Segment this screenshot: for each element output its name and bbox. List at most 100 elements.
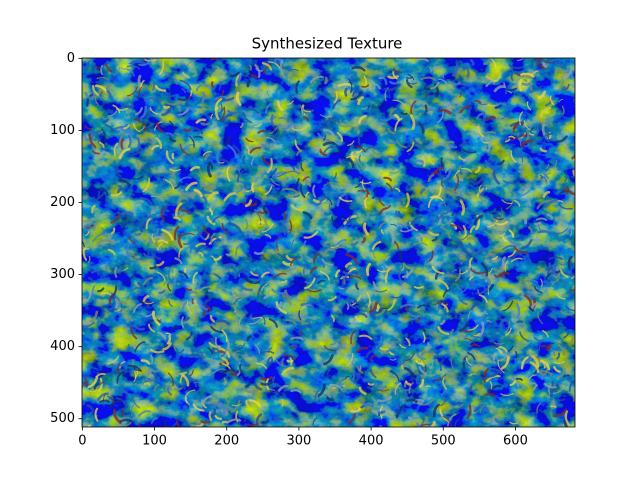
brush-stroke — [120, 66, 127, 71]
brush-stroke — [196, 297, 208, 311]
brush-stroke — [117, 187, 123, 194]
brush-stroke — [281, 398, 284, 407]
brush-stroke — [371, 147, 380, 156]
brush-stroke — [134, 341, 146, 353]
brush-stroke — [387, 127, 396, 135]
brush-stroke — [504, 138, 511, 143]
brush-stroke — [139, 125, 146, 132]
brush-stroke — [128, 235, 136, 245]
brush-stroke — [540, 371, 547, 375]
brush-stroke — [542, 132, 553, 145]
brush-stroke — [232, 304, 246, 317]
brush-stroke — [484, 159, 497, 170]
brush-stroke — [134, 369, 138, 379]
brush-stroke — [278, 63, 288, 69]
brush-stroke — [167, 372, 174, 387]
brush-stroke — [430, 421, 436, 427]
brush-stroke — [390, 223, 398, 227]
brush-stroke — [221, 368, 236, 375]
axes-frame — [81, 57, 576, 428]
brush-stroke — [389, 107, 398, 116]
brush-stroke — [263, 63, 272, 75]
brush-stroke — [544, 163, 550, 170]
brush-stroke — [516, 58, 525, 61]
brush-stroke — [477, 125, 485, 138]
brush-stroke — [539, 106, 551, 118]
brush-stroke — [380, 229, 385, 235]
brush-stroke — [195, 242, 206, 248]
brush-stroke — [167, 282, 172, 292]
brush-stroke — [375, 289, 388, 293]
brush-stroke — [200, 395, 213, 406]
brush-stroke — [299, 184, 306, 198]
brush-stroke — [285, 319, 297, 326]
brush-stroke — [474, 99, 482, 104]
brush-stroke — [121, 371, 125, 377]
brush-stroke — [559, 269, 569, 278]
brush-stroke — [493, 300, 502, 306]
brush-stroke — [120, 211, 134, 216]
brush-stroke — [90, 266, 98, 274]
brush-stroke — [172, 76, 178, 85]
brush-stroke — [225, 252, 234, 256]
brush-stroke — [369, 100, 372, 110]
brush-stroke — [97, 86, 110, 92]
brush-stroke — [206, 161, 212, 178]
brush-stroke — [299, 420, 309, 423]
brush-stroke — [143, 382, 151, 386]
brush-stroke — [388, 88, 391, 97]
brush-stroke — [438, 279, 450, 291]
brush-stroke — [367, 382, 375, 386]
brush-stroke — [338, 378, 346, 387]
brush-stroke — [351, 362, 354, 369]
brush-stroke — [185, 287, 193, 291]
brush-stroke — [284, 211, 291, 223]
brush-stroke — [285, 71, 290, 86]
brush-stroke — [102, 393, 107, 408]
brush-stroke — [504, 320, 511, 334]
brush-stroke — [378, 389, 390, 392]
brush-stroke — [253, 123, 263, 128]
brush-stroke — [357, 189, 371, 195]
brush-stroke — [501, 256, 507, 269]
brush-stroke — [193, 188, 203, 198]
brush-stroke — [317, 279, 326, 284]
brush-stroke — [548, 306, 556, 309]
brush-stroke — [148, 323, 156, 333]
brush-stroke — [545, 199, 558, 208]
brush-stroke — [470, 303, 480, 311]
brush-stroke — [561, 293, 569, 298]
brush-stroke — [191, 298, 194, 305]
brush-stroke — [143, 96, 158, 102]
brush-stroke — [260, 271, 270, 278]
brush-stroke — [453, 176, 460, 192]
brush-stroke — [195, 118, 207, 124]
brush-stroke — [481, 140, 489, 144]
brush-stroke — [147, 377, 154, 382]
brush-stroke — [486, 369, 502, 378]
brush-stroke — [531, 355, 540, 369]
brush-stroke — [257, 283, 266, 298]
brush-stroke — [252, 278, 261, 285]
brush-stroke — [350, 90, 363, 101]
brush-stroke — [169, 137, 176, 143]
brush-stroke — [515, 377, 523, 381]
brush-stroke — [467, 324, 479, 331]
brush-stroke — [318, 148, 327, 157]
brush-stroke — [263, 289, 271, 299]
brush-stroke — [212, 216, 220, 224]
brush-stroke — [210, 81, 215, 89]
brush-stroke — [441, 374, 447, 381]
brush-stroke — [357, 312, 368, 318]
brush-stroke — [361, 84, 370, 88]
brush-stroke — [174, 257, 183, 265]
brush-stroke — [510, 257, 523, 263]
brush-stroke — [187, 353, 201, 358]
brush-stroke — [323, 145, 335, 154]
brush-stroke — [158, 60, 164, 75]
brush-stroke — [387, 270, 392, 275]
brush-stroke — [291, 177, 300, 188]
brush-stroke — [208, 411, 213, 422]
brush-stroke — [441, 243, 446, 256]
brush-stroke — [89, 310, 99, 323]
